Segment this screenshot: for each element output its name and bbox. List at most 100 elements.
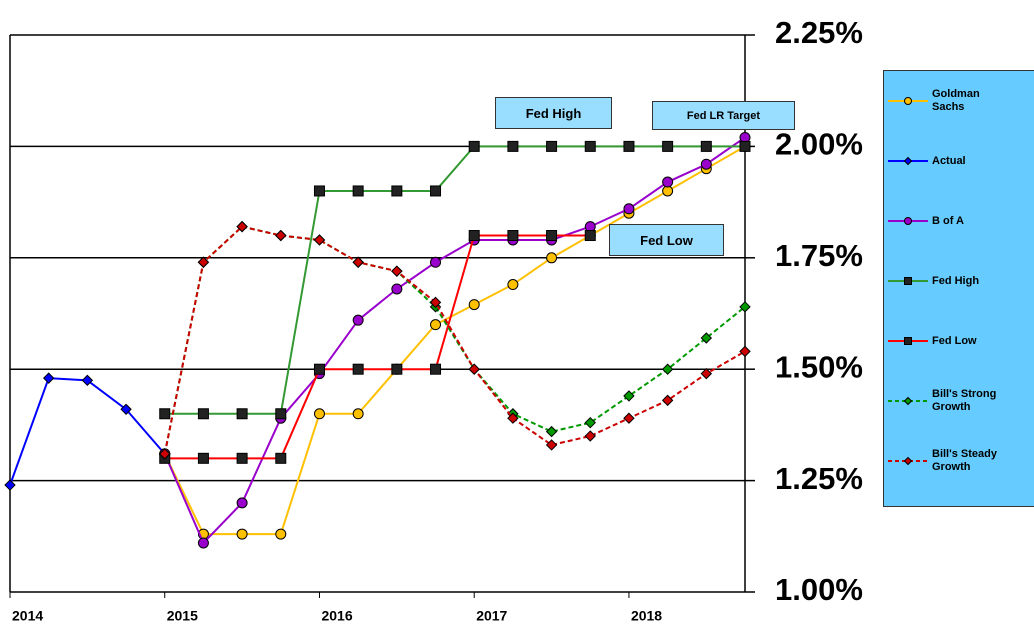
data-point bbox=[313, 185, 325, 197]
data-point bbox=[236, 408, 248, 420]
data-point bbox=[352, 314, 364, 326]
data-point bbox=[352, 408, 364, 420]
data-point bbox=[313, 363, 325, 375]
legend-swatch bbox=[888, 217, 928, 225]
y-tick-label: 2.25% bbox=[775, 15, 863, 50]
data-point bbox=[739, 140, 751, 152]
y-tick-label: 2.00% bbox=[775, 127, 863, 162]
data-point bbox=[700, 367, 713, 380]
annotation: Fed LR Target bbox=[652, 101, 795, 130]
legend-item: Goldman Sachs bbox=[884, 71, 1034, 131]
data-point bbox=[584, 430, 596, 442]
legend-label: Bill's Strong Growth bbox=[932, 388, 997, 413]
data-point bbox=[236, 497, 248, 509]
data-point bbox=[468, 299, 480, 311]
legend-item: Fed High bbox=[884, 251, 1034, 311]
data-point bbox=[313, 408, 325, 420]
data-point bbox=[197, 408, 209, 420]
data-point bbox=[275, 408, 287, 420]
y-tick-label: 1.75% bbox=[775, 238, 863, 273]
x-tick-label: 2016 bbox=[321, 608, 352, 624]
series-line bbox=[163, 145, 746, 536]
data-point bbox=[197, 256, 210, 268]
data-point bbox=[700, 140, 712, 152]
data-point bbox=[507, 279, 519, 291]
legend-label: Fed Low bbox=[932, 334, 977, 347]
legend-marker bbox=[904, 217, 912, 225]
series-line bbox=[9, 377, 166, 486]
legend-item: Fed Low bbox=[884, 311, 1034, 371]
data-point bbox=[197, 537, 209, 549]
data-point bbox=[42, 372, 55, 384]
legend-marker bbox=[903, 396, 913, 406]
data-point bbox=[662, 140, 674, 152]
data-point bbox=[623, 140, 635, 152]
data-point bbox=[352, 256, 364, 268]
legend-item: Bill's Strong Growth bbox=[884, 371, 1034, 431]
data-point bbox=[739, 345, 751, 358]
data-point bbox=[623, 390, 635, 402]
data-point bbox=[120, 403, 132, 416]
legend: Goldman Sachs Actual B of A Fed High Fed Low… bbox=[883, 70, 1034, 507]
legend-swatch bbox=[888, 156, 928, 166]
annotation: Fed High bbox=[495, 97, 612, 129]
data-point bbox=[662, 176, 674, 188]
data-point bbox=[391, 185, 403, 197]
data-point bbox=[661, 363, 674, 375]
data-point bbox=[159, 448, 171, 460]
data-point bbox=[545, 439, 558, 451]
data-point bbox=[507, 412, 519, 424]
y-tick-label: 1.25% bbox=[775, 461, 863, 496]
data-point bbox=[546, 252, 558, 264]
legend-item: Actual bbox=[884, 131, 1034, 191]
data-point bbox=[352, 185, 364, 197]
legend-label: Fed High bbox=[932, 274, 980, 287]
legend-label: Bill's Steady Growth bbox=[932, 448, 997, 473]
series-line bbox=[164, 145, 745, 415]
data-point bbox=[546, 230, 558, 242]
data-point bbox=[507, 140, 519, 152]
data-point bbox=[623, 203, 635, 215]
data-point bbox=[584, 140, 596, 152]
data-point bbox=[546, 140, 558, 152]
data-point bbox=[236, 452, 248, 464]
x-tick-label: 2017 bbox=[476, 608, 507, 624]
data-point bbox=[468, 140, 480, 152]
data-point bbox=[4, 479, 16, 491]
data-point bbox=[507, 230, 519, 242]
data-point bbox=[739, 301, 751, 313]
legend-swatch bbox=[888, 277, 928, 285]
data-point bbox=[391, 265, 403, 277]
data-point bbox=[391, 283, 403, 295]
data-point bbox=[468, 363, 480, 375]
data-point bbox=[352, 363, 364, 375]
data-point bbox=[430, 319, 442, 331]
legend-label: Goldman Sachs bbox=[932, 88, 980, 113]
data-point bbox=[391, 363, 403, 375]
legend-marker bbox=[904, 97, 912, 105]
data-point bbox=[236, 220, 248, 233]
data-point bbox=[700, 158, 712, 170]
series-line bbox=[163, 225, 746, 455]
data-point bbox=[468, 230, 480, 242]
data-point bbox=[430, 256, 442, 268]
data-point bbox=[197, 452, 209, 464]
legend-marker bbox=[904, 277, 912, 285]
data-point bbox=[700, 332, 713, 344]
x-tick-label: 2018 bbox=[631, 608, 662, 624]
data-point bbox=[545, 425, 558, 438]
data-point bbox=[429, 296, 442, 309]
x-tick-label: 2014 bbox=[12, 608, 43, 624]
legend-marker bbox=[904, 337, 912, 345]
legend-swatch bbox=[888, 337, 928, 345]
legend-swatch bbox=[888, 97, 928, 105]
annotation: Fed Low bbox=[609, 224, 724, 256]
data-point bbox=[159, 408, 171, 420]
legend-label: B of A bbox=[932, 214, 964, 227]
data-point bbox=[584, 416, 596, 429]
legend-label: Actual bbox=[932, 154, 966, 167]
data-point bbox=[661, 394, 674, 407]
data-point bbox=[275, 229, 287, 242]
